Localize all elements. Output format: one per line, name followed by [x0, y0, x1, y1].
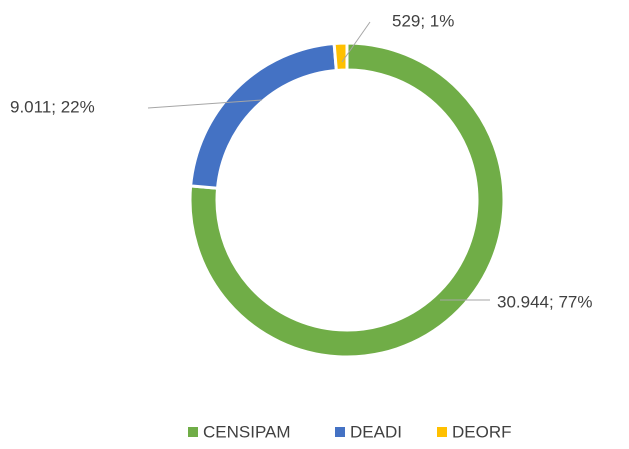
- legend-swatch: [437, 427, 447, 437]
- leader-line: [341, 21, 371, 63]
- slice: [332, 41, 349, 73]
- legend-label: CENSIPAM: [203, 422, 291, 441]
- data-label: 30.944; 77%: [497, 292, 592, 311]
- data-label: 9.011; 22%: [10, 97, 95, 116]
- leader-line: [147, 99, 263, 109]
- legend-swatch: [188, 427, 198, 437]
- data-label: 529; 1%: [392, 11, 454, 30]
- legend-swatch: [335, 427, 345, 437]
- slice: [188, 41, 506, 359]
- slice: [189, 41, 338, 190]
- legend-label: DEORF: [452, 422, 512, 441]
- legend-label: DEADI: [350, 422, 402, 441]
